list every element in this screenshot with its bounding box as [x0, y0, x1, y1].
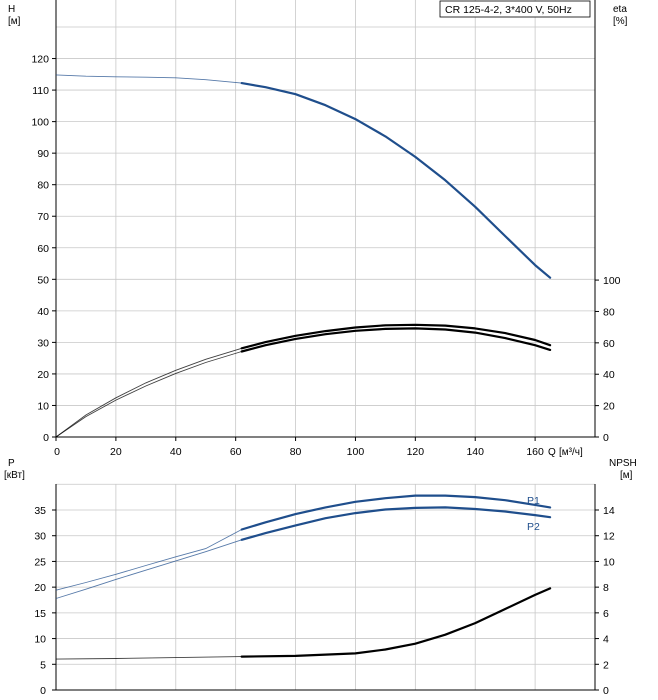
eta-axis-label: eta — [613, 4, 627, 15]
npsh-tick-label: 0 — [603, 685, 609, 697]
bottom-chart-grid — [56, 483, 596, 690]
npsh-tick-label: 8 — [603, 582, 609, 594]
p-axis-unit: [кВт] — [4, 470, 25, 481]
p-tick-label: 20 — [34, 582, 46, 594]
p2-curve — [240, 506, 552, 541]
h-curve — [240, 82, 552, 279]
q-tick-label: 160 — [526, 446, 544, 458]
q-tick-label: 20 — [110, 446, 122, 458]
h-curve-extrapolated — [55, 74, 242, 84]
q-axis-unit: [м³/ч] — [559, 447, 583, 458]
eta-tick-label: 0 — [603, 432, 609, 444]
eta-curve-upper-extrapolated — [55, 347, 242, 438]
q-tick-label: 40 — [170, 446, 182, 458]
h-axis-label: H — [8, 4, 15, 15]
h-tick-label: 100 — [31, 117, 49, 129]
npsh-axis-label: NPSH — [609, 458, 637, 469]
h-tick-label: 110 — [32, 85, 49, 97]
npsh-tick-label: 6 — [603, 608, 609, 620]
h-tick-label: 120 — [31, 54, 49, 66]
series-label-p1: P1 — [527, 495, 540, 507]
eta-axis-unit: [%] — [613, 16, 628, 27]
npsh-curve-extrapolated — [55, 656, 242, 660]
p-tick-label: 10 — [34, 634, 46, 646]
curves — [55, 74, 552, 660]
eta-tick-label: 80 — [603, 306, 615, 318]
npsh-tick-label: 14 — [603, 505, 615, 517]
eta-tick-label: 100 — [603, 275, 621, 287]
npsh-curve — [240, 587, 552, 658]
p-tick-label: 25 — [34, 556, 46, 568]
q-tick-label: 100 — [347, 446, 365, 458]
top-chart-grid — [56, 0, 596, 437]
h-tick-label: 70 — [37, 211, 49, 223]
h-axis-unit: [м] — [8, 16, 21, 27]
q-axis-label: Q — [548, 447, 556, 458]
npsh-tick-label: 12 — [603, 531, 615, 543]
q-tick-label: 0 — [54, 446, 60, 458]
series-label-p2: P2 — [527, 521, 540, 533]
p-tick-label: 30 — [34, 531, 46, 543]
model-label: CR 125-4-2, 3*400 V, 50Hz — [445, 4, 572, 16]
eta-curve-lower — [240, 327, 552, 353]
eta-tick-label: 40 — [603, 369, 615, 381]
p-tick-label: 5 — [40, 659, 46, 671]
h-tick-label: 0 — [43, 432, 49, 444]
eta-curve-upper — [240, 323, 552, 350]
npsh-tick-label: 4 — [603, 634, 609, 646]
h-tick-label: 60 — [37, 243, 49, 255]
q-tick-label: 120 — [407, 446, 425, 458]
npsh-axis-unit: [м] — [620, 470, 633, 481]
p-tick-label: 35 — [34, 505, 46, 517]
h-tick-label: 90 — [37, 148, 49, 160]
q-tick-label: 80 — [290, 446, 302, 458]
p-tick-label: 0 — [40, 685, 46, 697]
h-tick-label: 30 — [37, 337, 49, 349]
p-tick-label: 15 — [34, 608, 46, 620]
p1-curve-extrapolated — [55, 529, 242, 591]
q-tick-label: 60 — [230, 446, 242, 458]
model-label-box — [439, 0, 591, 18]
h-tick-label: 10 — [37, 400, 49, 412]
h-tick-label: 80 — [37, 180, 49, 192]
q-tick-label: 140 — [466, 446, 484, 458]
h-tick-label: 20 — [37, 369, 49, 381]
npsh-tick-label: 2 — [603, 659, 609, 671]
p-axis-label: P — [8, 458, 15, 469]
h-tick-label: 40 — [37, 306, 49, 318]
chart-axes — [52, 0, 599, 691]
eta-curve-lower-extrapolated — [55, 351, 242, 438]
eta-tick-label: 60 — [603, 338, 615, 350]
p1-curve — [240, 494, 552, 531]
p2-curve-extrapolated — [55, 539, 242, 599]
eta-tick-label: 20 — [603, 401, 615, 413]
tick-labels: 0102030405060708090100110120020406080100… — [31, 54, 620, 697]
h-tick-label: 50 — [37, 274, 49, 286]
npsh-tick-label: 10 — [603, 556, 615, 568]
